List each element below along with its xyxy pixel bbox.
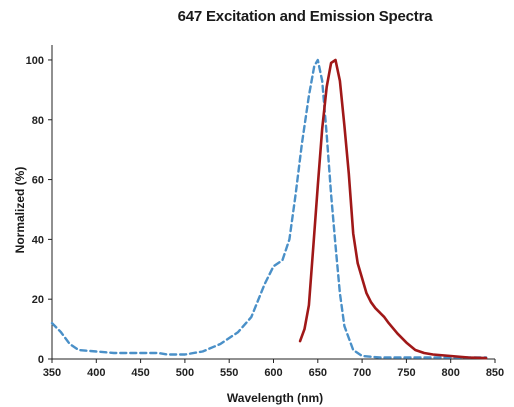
- x-tick-label: 650: [309, 367, 327, 379]
- x-tick-label: 600: [264, 367, 282, 379]
- x-tick-label: 700: [353, 367, 371, 379]
- x-tick-label: 750: [397, 367, 415, 379]
- x-tick-label: 800: [442, 367, 460, 379]
- x-tick-label: 400: [87, 367, 105, 379]
- x-tick-label: 550: [220, 367, 238, 379]
- chart-title: 647 Excitation and Emission Spectra: [177, 8, 433, 25]
- y-tick-label: 40: [32, 234, 44, 246]
- x-tick-label: 500: [176, 367, 194, 379]
- y-tick-label: 80: [32, 115, 44, 127]
- emission-series-line: [298, 58, 488, 360]
- excitation-series-line: [50, 58, 488, 359]
- y-tick-label: 60: [32, 175, 44, 187]
- x-tick-label: 850: [486, 367, 504, 379]
- y-tick-label: 20: [32, 294, 44, 306]
- x-tick-label: 350: [43, 367, 61, 379]
- x-axis-label: Wavelength (nm): [226, 391, 324, 405]
- x-tick-label: 450: [131, 367, 149, 379]
- y-tick-label: 0: [38, 354, 44, 366]
- y-tick-label: 100: [26, 55, 44, 67]
